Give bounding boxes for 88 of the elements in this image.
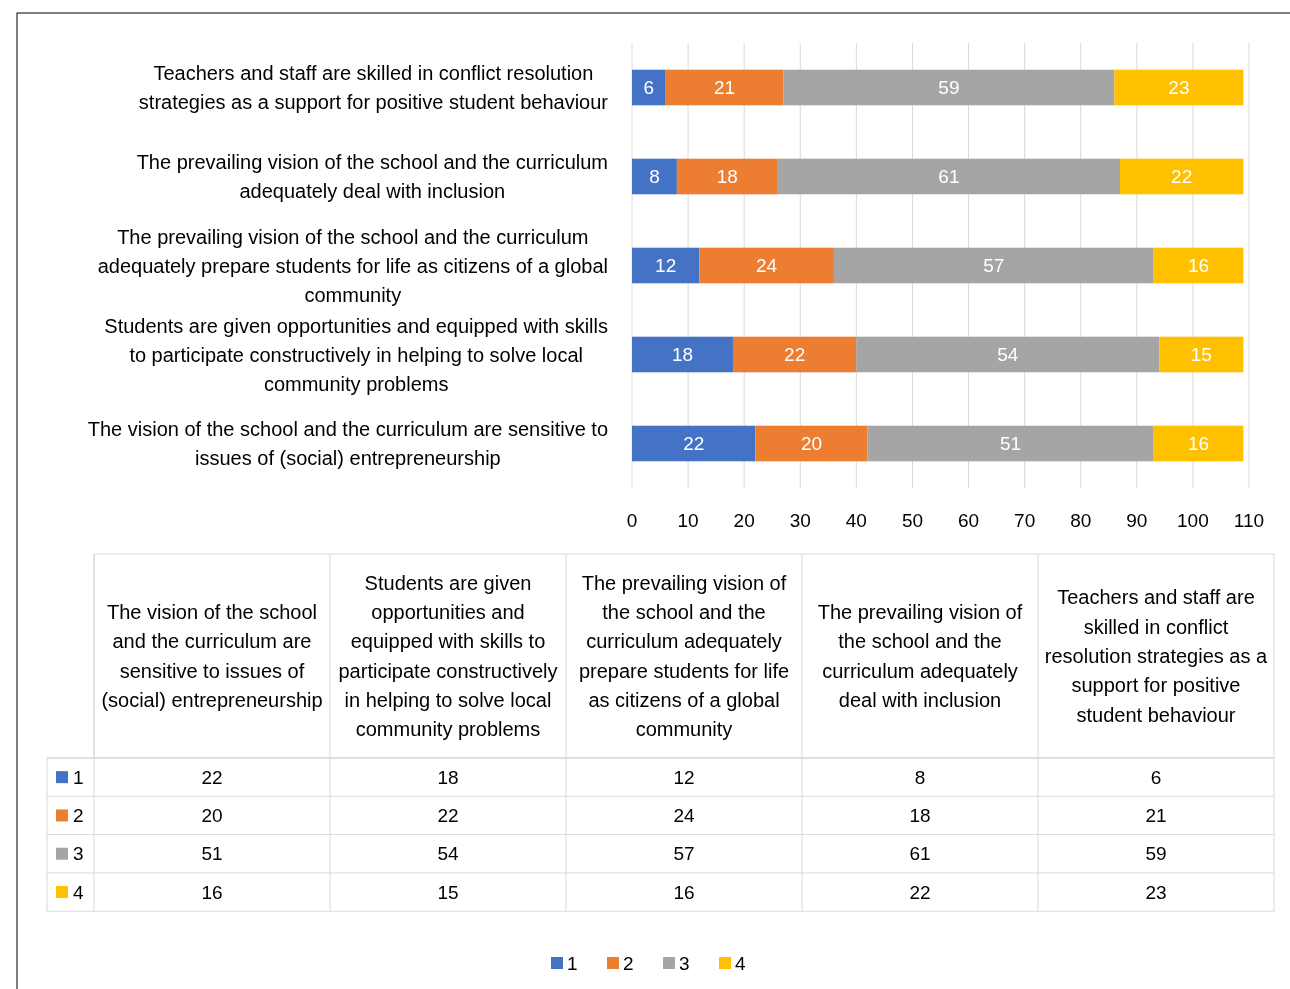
bar [632,425,756,462]
data-label: 24 [673,805,695,827]
data-label: 16 [1187,433,1210,455]
y-tick-label: The prevailing vision of the school and the curriculum adequately prepare students for life as citizens of a global community [97,225,608,306]
bar [755,425,868,462]
data-label: 12 [673,766,695,788]
data-label: 24 [756,255,778,277]
x-tick-label: The prevailing vision of the school and the curriculum adequately deal with inclusion [817,601,1023,711]
data-label: 54 [997,344,1019,366]
data-label: 18 [716,166,738,188]
data-label: 15 [1190,344,1212,366]
x-tick-label: 90 [1126,509,1148,531]
y-tick-label: 4 [73,881,84,903]
data-label: 22 [909,881,931,903]
x-tick-label: 30 [789,509,811,531]
data-label: 8 [914,766,926,788]
bar [665,69,784,106]
data-label: 20 [800,433,823,455]
bar [1119,158,1244,195]
x-tick-label: Teachers and staff are skilled in conflict resolution strategies as a support for positive student behaviour [1044,586,1269,726]
legend-label: 3 [679,952,690,974]
bar [1153,425,1244,462]
data-label: 22 [437,805,459,827]
bar [1153,247,1244,284]
y-tick-label: Teachers and staff are skilled in conflict resolution strategies as a support for positive student behaviour [138,62,609,113]
bar [699,247,834,284]
data-label: 6 [1150,766,1162,788]
x-tick-label: 70 [1014,509,1036,531]
x-tick-label: 0 [626,509,638,531]
bar [783,69,1115,106]
data-label: 51 [1000,433,1022,455]
x-tick-label: 110 [1233,509,1265,531]
bar [676,158,778,195]
data-label: 16 [201,881,223,903]
y-tick-label: 3 [73,843,84,865]
x-tick-label: 10 [677,509,699,531]
y-tick-label: Students are given opportunities and equipped with skills to participate constructively in helping to solve local community problems [104,314,608,395]
data-label: 23 [1145,881,1167,903]
x-tick-label: The prevailing vision of the school and the curriculum adequately prepare students for life as citizens of a global community [578,571,790,741]
data-label: 15 [437,881,459,903]
data-label: 59 [1145,843,1167,865]
x-tick-label: 50 [901,509,924,531]
data-label: 57 [673,843,695,865]
x-tick-label: 80 [1070,509,1092,531]
legend-label: 1 [567,952,578,974]
bar [777,158,1120,195]
data-label: 12 [655,255,677,277]
data-label: 18 [909,805,931,827]
data-label: 16 [673,881,695,903]
legend-label: 2 [623,952,634,974]
bar [867,425,1154,462]
data-label: 22 [1171,166,1193,188]
bar [632,69,666,106]
bar [632,247,700,284]
bar [1114,69,1244,106]
data-label: 21 [713,77,736,99]
bar [732,336,857,373]
data-label: 61 [938,166,960,188]
bar [833,247,1154,284]
data-label: 20 [201,805,223,827]
bar [632,158,677,195]
y-tick-label: 1 [73,766,84,788]
bar [632,336,733,373]
data-label: 22 [201,766,223,788]
data-label: 16 [1187,255,1210,277]
legend-label: 4 [735,952,746,974]
data-label: 22 [683,433,705,455]
x-tick-label: 20 [733,509,755,531]
data-label: 61 [909,843,931,865]
y-tick-label: The vision of the school and the curriculum are sensitive to issues of (social) entrepreneurship [87,418,608,469]
x-tick-label: 40 [845,509,867,531]
data-label: 6 [643,77,655,99]
data-label: 23 [1168,77,1190,99]
data-label: 18 [671,344,694,366]
data-label: 18 [437,766,459,788]
data-label: 54 [437,843,459,865]
data-label: 57 [983,255,1005,277]
x-tick-label: 100 [1177,509,1209,531]
data-label: 59 [938,77,960,99]
x-tick-label: 60 [957,509,980,531]
bar [1159,336,1244,373]
data-label: 8 [649,166,660,188]
y-tick-label: The prevailing vision of the school and the curriculum adequately deal with inclusion [136,151,608,202]
data-label: 22 [784,344,806,366]
data-label: 21 [1145,805,1167,827]
bar [856,336,1160,373]
data-label: 51 [201,843,223,865]
y-tick-label: 2 [73,805,84,827]
